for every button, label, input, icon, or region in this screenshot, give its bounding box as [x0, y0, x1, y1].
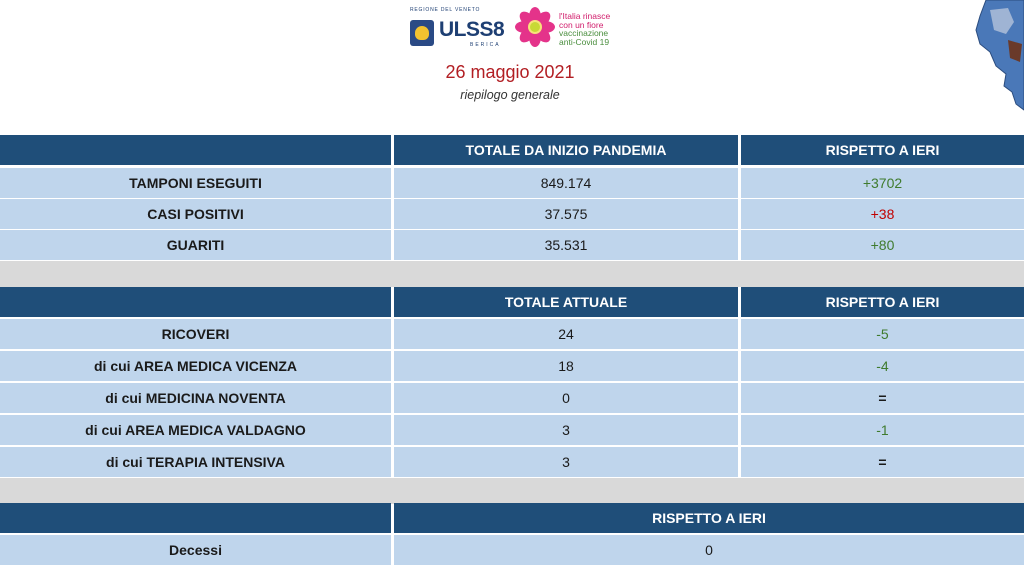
table2-header-total: TOTALE ATTUALE [394, 287, 738, 317]
row-total: 35.531 [394, 230, 738, 260]
table-row: di cui AREA MEDICA VALDAGNO 3 -1 [0, 415, 1024, 445]
table3-header-row: RISPETTO A IERI [0, 503, 1024, 533]
table-row: CASI POSITIVI 37.575 +38 [0, 199, 1024, 229]
table3-header-delta: RISPETTO A IERI [394, 503, 1024, 533]
row-label: di cui TERAPIA INTENSIVA [0, 447, 391, 477]
ulss8-logo: REGIONE DEL VENETO ULSS8 BERICA [410, 7, 505, 51]
table-row: GUARITI 35.531 +80 [0, 230, 1024, 260]
page-header: REGIONE DEL VENETO ULSS8 BERICA l'Italia… [0, 0, 1024, 135]
table-row: TAMPONI ESEGUITI 849.174 +3702 [0, 168, 1024, 198]
row-total: 3 [394, 415, 738, 445]
row-total: 18 [394, 351, 738, 381]
row-label: di cui AREA MEDICA VICENZA [0, 351, 391, 381]
table-row: RICOVERI 24 -5 [0, 319, 1024, 349]
row-label: Decessi [0, 535, 391, 565]
row-label: RICOVERI [0, 319, 391, 349]
row-delta: = [741, 383, 1024, 413]
row-label: di cui MEDICINA NOVENTA [0, 383, 391, 413]
row-label: GUARITI [0, 230, 391, 260]
section-divider [0, 261, 1024, 287]
table1-header-empty [0, 135, 391, 165]
table2-header-delta: RISPETTO A IERI [741, 287, 1024, 317]
campaign-line-2: con un fiore [559, 19, 604, 30]
row-total: 37.575 [394, 199, 738, 229]
row-delta: +38 [741, 199, 1024, 229]
region-label: REGIONE DEL VENETO [410, 7, 481, 13]
row-delta: +3702 [741, 168, 1024, 198]
table1-header-total: TOTALE DA INIZIO PANDEMIA [394, 135, 738, 165]
row-delta: +80 [741, 230, 1024, 260]
table2-header-row: TOTALE ATTUALE RISPETTO A IERI [0, 287, 1024, 317]
vaccination-campaign-logo: l'Italia rinasce con un fiore vaccinazio… [559, 12, 629, 46]
row-total: 24 [394, 319, 738, 349]
section-divider [0, 478, 1024, 504]
row-delta: -4 [741, 351, 1024, 381]
campaign-line-4: anti-Covid 19 [559, 36, 610, 47]
table-row: di cui AREA MEDICA VICENZA 18 -4 [0, 351, 1024, 381]
lion-of-venice-icon [410, 20, 434, 46]
berica-label: BERICA [470, 42, 501, 48]
ulss-label: ULSS8 [439, 18, 505, 41]
table-row: di cui MEDICINA NOVENTA 0 = [0, 383, 1024, 413]
table-row: di cui TERAPIA INTENSIVA 3 = [0, 447, 1024, 477]
campaign-line-1: l'Italia rinasce [559, 11, 611, 21]
region-map-icon [975, 0, 1024, 111]
table1-header-row: TOTALE DA INIZIO PANDEMIA RISPETTO A IER… [0, 135, 1024, 165]
table2-header-empty [0, 287, 391, 317]
row-total: 849.174 [394, 168, 738, 198]
table-row: Decessi 0 [0, 535, 1024, 565]
row-delta: 0 [394, 535, 1024, 565]
report-date: 26 maggio 2021 [445, 62, 575, 82]
table1-header-delta: RISPETTO A IERI [741, 135, 1024, 165]
table3-header-empty [0, 503, 391, 533]
row-total: 3 [394, 447, 738, 477]
row-delta: -5 [741, 319, 1024, 349]
row-total: 0 [394, 383, 738, 413]
campaign-line-3: vaccinazione [559, 28, 609, 38]
row-delta: = [741, 447, 1024, 477]
row-delta: -1 [741, 415, 1024, 445]
row-label: di cui AREA MEDICA VALDAGNO [0, 415, 391, 445]
flower-icon [515, 7, 555, 47]
report-subtitle: riepilogo generale [460, 88, 560, 102]
row-label: CASI POSITIVI [0, 199, 391, 229]
row-label: TAMPONI ESEGUITI [0, 168, 391, 198]
